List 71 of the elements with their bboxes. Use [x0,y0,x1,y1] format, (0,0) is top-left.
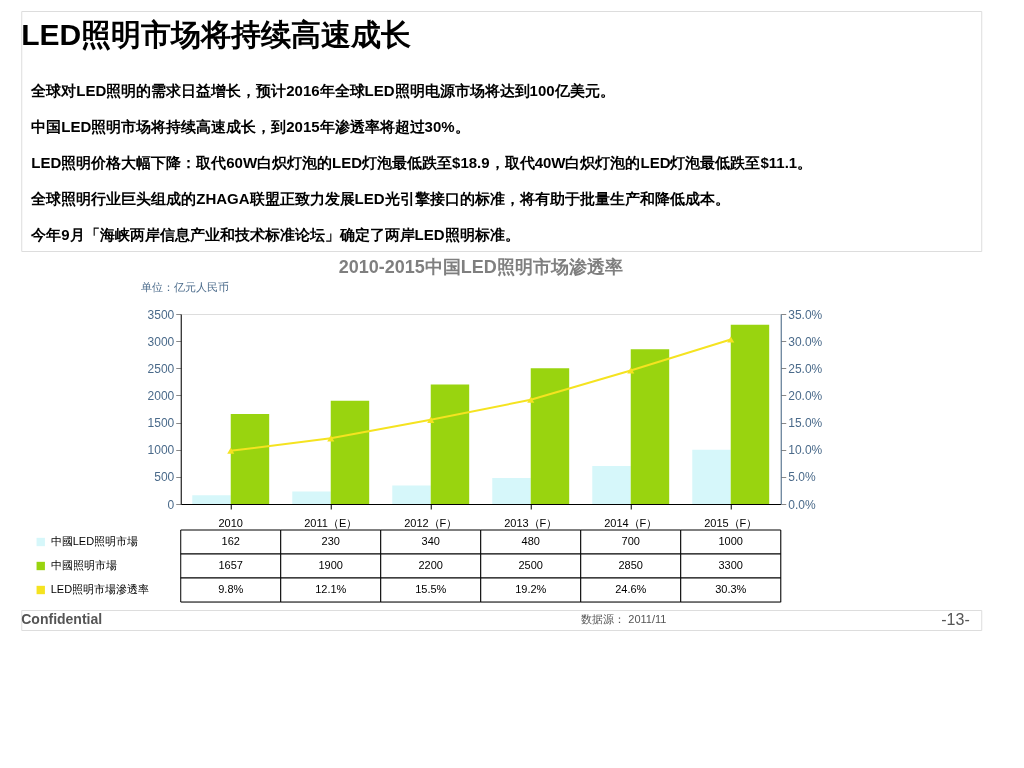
bar [730,324,770,504]
data-label: 15.5% [415,583,447,595]
data-label: 230 [321,535,340,547]
text: Confidential [21,611,103,627]
point [227,447,235,454]
point [727,336,735,343]
bar [292,491,331,504]
text: LED照明价格大幅下降：取代60W白炽灯泡的LED灯泡最低跌至$18.9，取代40W白炽灯泡的LED灯泡最低跌至$11.1。 [31,154,813,171]
y2-tick-label: 30.0% [788,334,823,349]
x-tick-label: 2010 [218,516,243,529]
legend-label: LED照明市場滲透率 [50,583,150,595]
data-label: 2500 [518,559,543,571]
bar [592,466,631,504]
text: 全球对LED照明的需求日益增长，预计2016年全球LED照明电源市场将达到100亿美元。 [30,82,615,99]
legend-label: 中國照明市場 [50,559,117,571]
data-label: 2850 [618,559,643,571]
point [427,416,435,423]
data-label: 162 [221,535,240,547]
y2-tick-label: 25.0% [788,361,823,376]
y-tick-label: 3500 [147,307,175,322]
y2-tick-label: 35.0% [788,307,823,322]
data-label: 1900 [318,559,343,571]
text: 全球照明行业巨头组成的ZHAGA联盟正致力发展LED光引擎接口的标准，将有助于批量生产和降低成本。 [30,190,730,207]
data-label: 12.1% [315,583,347,595]
x-tick-label: 2014（F） [604,516,658,529]
point [627,367,635,374]
data-label: 2200 [418,559,443,571]
data-label: 1657 [218,559,243,571]
bar [430,384,470,504]
y2-tick-label: 5.0% [788,470,816,485]
data-label: 19.2% [515,583,547,595]
bar [330,400,370,504]
bar [492,477,531,504]
data-label: 1000 [718,535,743,547]
text: 数据源： 2011/11 [581,613,667,625]
y-tick-label: 3000 [147,334,175,349]
data-label: 340 [421,535,440,547]
y2-tick-label: 0.0% [788,497,816,512]
data-label: 3300 [718,559,743,571]
bar [230,414,270,504]
data-label: 24.6% [615,583,647,595]
y-tick-label: 1000 [147,443,175,458]
bar [192,495,231,504]
bar [392,485,431,504]
x-tick-label: 2011（E） [304,516,358,529]
text: 中国LED照明市场将持续高速成长，到2015年渗透率将超过30%。 [31,118,470,135]
y-tick-label: 0 [167,497,175,512]
text: 今年9月「海峡两岸信息产业和技术标准论坛」确定了两岸LED照明标准。 [30,226,520,243]
bar [630,349,670,504]
y-tick-label: 2000 [147,388,175,403]
point [527,396,535,403]
bar [692,449,731,504]
x-tick-label: 2013（F） [504,516,558,529]
text: -13- [941,611,970,628]
legend-label: 中國LED照明市場 [50,535,139,547]
y-tick-label: 1500 [147,416,175,431]
y-axis-title: 单位：亿元人民币 [141,280,230,293]
text: LED照明市场将持续高速成长 [21,18,412,51]
data-label: 30.3% [715,583,747,595]
data-label: 700 [621,535,640,547]
x-tick-label: 2015（F） [704,516,758,529]
y2-tick-label: 10.0% [788,443,823,458]
data-label: 9.8% [218,583,244,595]
bar [530,368,570,504]
y-tick-label: 500 [154,470,175,485]
y2-tick-label: 20.0% [788,388,823,403]
chart-title: 2010-2015中国LED照明市场渗透率 [338,257,623,277]
y-tick-label: 2500 [147,361,175,376]
y2-tick-label: 15.0% [788,416,823,431]
x-tick-label: 2012（F） [404,516,458,529]
data-label: 480 [521,535,540,547]
